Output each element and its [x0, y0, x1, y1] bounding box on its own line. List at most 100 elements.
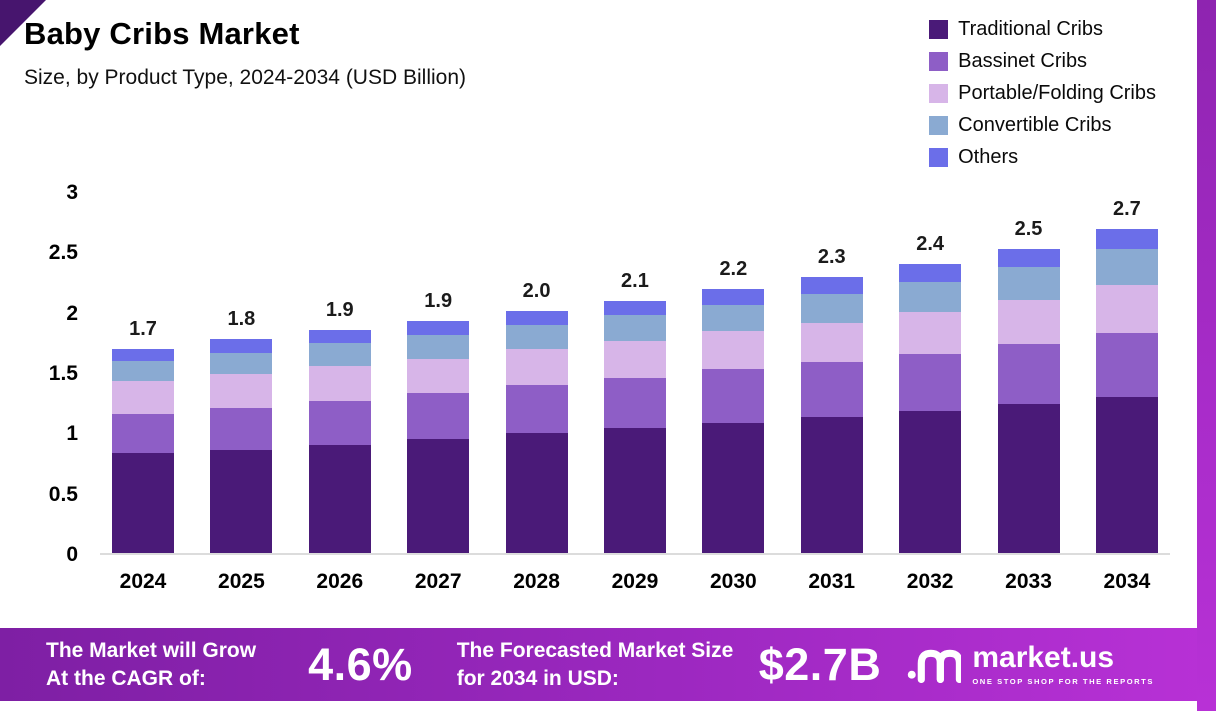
- bar-segment-traditional-cribs: [112, 453, 174, 553]
- bar-segment-convertible-cribs: [997, 267, 1060, 300]
- x-axis-label: 2029: [611, 570, 659, 593]
- legend-label: Traditional Cribs: [958, 18, 1103, 40]
- x-axis-label: 2024: [119, 570, 167, 593]
- brand-name: market.us: [972, 641, 1115, 674]
- bar-total-label: 1.8: [227, 308, 256, 331]
- x-axis-label: 2026: [316, 570, 364, 593]
- right-edge-strip: [1197, 0, 1216, 711]
- bar-segment-bassinet-cribs: [1095, 333, 1158, 397]
- legend-label: Bassinet Cribs: [958, 50, 1088, 72]
- bar-segment-convertible-cribs: [505, 325, 568, 350]
- bar-column: 1.9: [308, 193, 371, 553]
- bar-column: 2.7: [1095, 193, 1158, 553]
- bars: 1.7 1.8 1.9 1.9 2.0 2.1 2.2 2.3 2.4 2.5 2.7: [100, 193, 1170, 555]
- bar-segment-portable-folding-cribs: [800, 322, 863, 363]
- bar-segment-portable-folding-cribs: [210, 374, 273, 408]
- legend-label: Others: [958, 146, 1019, 168]
- stacked-bar: [899, 263, 962, 553]
- x-axis-label: 2027: [414, 570, 462, 593]
- bar-segment-traditional-cribs: [800, 417, 863, 553]
- bar-segment-bassinet-cribs: [308, 400, 371, 446]
- footer-banner: The Market will Grow At the CAGR of: 4.6…: [0, 628, 1216, 701]
- legend-item: Convertible Cribs: [929, 114, 1156, 137]
- bar-segment-portable-folding-cribs: [899, 311, 962, 354]
- bar-segment-convertible-cribs: [308, 343, 371, 366]
- legend-swatch: [929, 20, 949, 39]
- bar-segment-bassinet-cribs: [800, 362, 863, 418]
- legend-swatch: [929, 148, 949, 167]
- bar-total-label: 2.2: [719, 258, 748, 280]
- bar-segment-others: [112, 349, 174, 362]
- bar-segment-bassinet-cribs: [505, 385, 568, 434]
- legend: Traditional Cribs Bassinet Cribs Portable/…: [929, 16, 1156, 169]
- stacked-bar: [210, 339, 273, 553]
- bar-segment-others: [1095, 229, 1158, 250]
- bar-segment-bassinet-cribs: [210, 407, 273, 450]
- y-tick-label: 3: [66, 181, 78, 204]
- bar-segment-bassinet-cribs: [407, 393, 470, 440]
- bar-segment-portable-folding-cribs: [1095, 285, 1158, 334]
- forecast-value: $2.7B: [758, 638, 882, 690]
- bar-segment-others: [505, 310, 568, 326]
- bar-segment-traditional-cribs: [308, 445, 371, 553]
- bar-segment-portable-folding-cribs: [603, 340, 666, 378]
- bar-column: 2.2: [702, 193, 765, 553]
- stacked-bar: [505, 310, 568, 553]
- bar-segment-bassinet-cribs: [899, 353, 962, 412]
- bar-segment-others: [603, 301, 666, 316]
- y-tick-label: 0: [66, 543, 78, 566]
- bar-segment-convertible-cribs: [407, 334, 470, 359]
- stacked-bar: [603, 301, 666, 553]
- corner-accent-shape: [0, 0, 46, 46]
- y-tick-label: 0.5: [48, 482, 78, 506]
- y-tick-label: 2: [66, 301, 78, 325]
- cagr-value: 4.6%: [308, 638, 413, 690]
- bar-segment-bassinet-cribs: [603, 377, 666, 429]
- bar-total-label: 2.5: [1014, 218, 1043, 241]
- stacked-bar-chart: 3 2.5 2 1.5 1 0.5 0 1.7 1.8 1.9 1.9 2.0 2.1 2.2 2.3 2.…: [26, 181, 1170, 594]
- bar-segment-portable-folding-cribs: [112, 381, 174, 414]
- bar-segment-traditional-cribs: [505, 433, 568, 553]
- bar-segment-traditional-cribs: [210, 449, 273, 553]
- legend-label: Convertible Cribs: [958, 114, 1112, 136]
- bar-segment-others: [308, 329, 371, 344]
- x-axis-label: 2028: [513, 570, 560, 593]
- bar-segment-traditional-cribs: [702, 423, 765, 553]
- x-axis: 2024 2025 2026 2027 2028 2029 2030 2031 2032 2033…: [100, 570, 1170, 594]
- y-tick-label: 2.5: [48, 241, 78, 265]
- bar-segment-portable-folding-cribs: [308, 365, 371, 401]
- bar-total-label: 2.3: [817, 246, 846, 268]
- header: Baby Cribs Market Size, by Product Type,…: [0, 0, 1216, 169]
- bar-segment-others: [702, 289, 765, 305]
- bar-segment-bassinet-cribs: [997, 344, 1060, 405]
- bar-segment-convertible-cribs: [899, 281, 962, 312]
- bar-segment-convertible-cribs: [800, 293, 863, 323]
- bar-segment-traditional-cribs: [997, 404, 1060, 553]
- bar-segment-traditional-cribs: [603, 428, 666, 553]
- bar-total-label: 2.0: [522, 279, 551, 302]
- bar-column: 2.3: [800, 193, 863, 553]
- y-tick-label: 1.5: [48, 362, 78, 385]
- bar-column: 1.7: [112, 193, 174, 553]
- bar-column: 2.5: [997, 193, 1060, 553]
- stacked-bar: [1095, 229, 1158, 553]
- x-axis-label: 2031: [808, 570, 856, 593]
- title-block: Baby Cribs Market Size, by Product Type,…: [24, 16, 466, 90]
- bar-column: 2.0: [505, 193, 568, 553]
- bar-column: 2.1: [603, 193, 666, 553]
- brand: market.us ONE STOP SHOP FOR THE REPORTS: [907, 641, 1154, 688]
- brand-text: market.us ONE STOP SHOP FOR THE REPORTS: [972, 641, 1154, 687]
- legend-swatch: [929, 84, 949, 103]
- legend-item: Portable/Folding Cribs: [929, 82, 1156, 105]
- stacked-bar: [800, 277, 863, 553]
- bar-segment-convertible-cribs: [702, 304, 765, 332]
- bar-segment-portable-folding-cribs: [505, 349, 568, 386]
- bar-total-label: 1.9: [424, 290, 453, 313]
- bar-segment-convertible-cribs: [210, 352, 273, 375]
- bar-column: 1.8: [210, 193, 273, 553]
- cagr-label: The Market will Grow At the CAGR of:: [46, 639, 257, 690]
- bar-column: 1.9: [407, 193, 470, 553]
- page-subtitle: Size, by Product Type, 2024-2034 (USD Bi…: [24, 66, 467, 89]
- bar-total-label: 1.9: [325, 298, 354, 321]
- forecast-label: The Forecasted Market Size for 2034 in U…: [456, 639, 734, 690]
